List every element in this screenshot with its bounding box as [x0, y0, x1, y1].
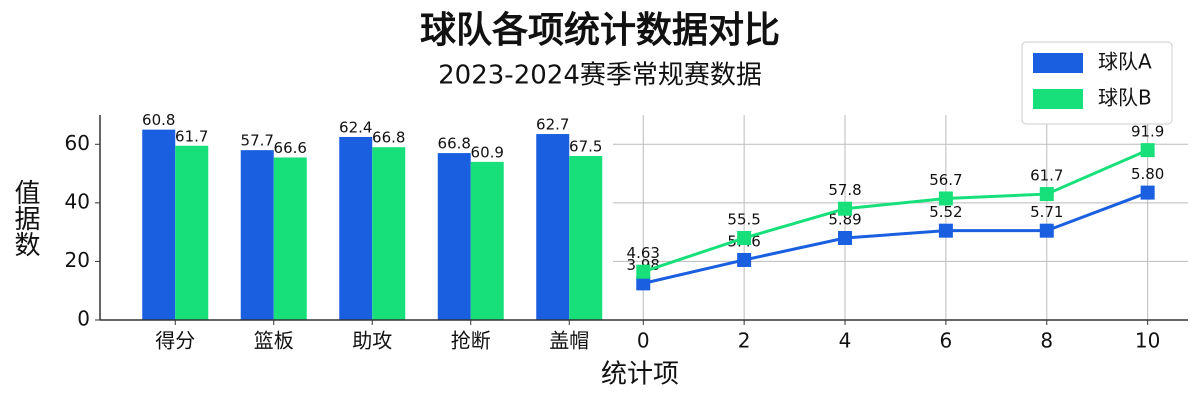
- y-tick-label: 40: [65, 189, 90, 213]
- marker: [938, 223, 953, 238]
- bar: [437, 153, 471, 320]
- marker: [938, 191, 953, 206]
- point-label: 5.89: [828, 211, 861, 229]
- x-tick-label: 8: [1040, 329, 1053, 353]
- bar-label: 67.5: [569, 138, 602, 156]
- bar-label: 60.9: [471, 143, 504, 161]
- x-tick-label: 4: [839, 329, 852, 353]
- marker: [1039, 223, 1054, 238]
- marker: [737, 231, 752, 245]
- x-tick-label: 助攻: [352, 329, 392, 353]
- point-label: 91.9: [1131, 123, 1164, 141]
- point-label: 5.80: [1131, 165, 1164, 183]
- y-tick-label: 60: [65, 131, 90, 155]
- point-label: 4.63: [627, 244, 660, 262]
- bar-label: 57.7: [241, 132, 274, 150]
- legend-swatch: [1033, 89, 1083, 109]
- marker: [636, 264, 651, 279]
- x-tick-label: 10: [1135, 329, 1160, 353]
- bar: [142, 129, 176, 320]
- x-tick-label: 得分: [155, 329, 195, 353]
- chart-subtitle: 2023-2024赛季常规赛数据: [438, 61, 762, 91]
- point-label: 56.7: [929, 171, 962, 189]
- bar: [372, 147, 406, 320]
- x-tick-label: 0: [637, 329, 650, 353]
- x-axis-label: 统计项: [601, 360, 679, 390]
- bar: [339, 136, 373, 320]
- bar: [536, 134, 570, 320]
- line: [642, 191, 1149, 285]
- marker: [1039, 187, 1054, 202]
- y-axis-label: 值据数: [10, 179, 40, 257]
- marker: [636, 276, 651, 291]
- x-tick-label: 盖帽: [549, 329, 589, 353]
- x-tick-label: 抢断: [451, 329, 491, 353]
- legend-label: 球队A: [1098, 50, 1152, 74]
- bar: [175, 145, 209, 320]
- x-tick-label: 2: [738, 329, 751, 353]
- bar: [240, 150, 274, 320]
- legend-swatch: [1033, 53, 1083, 73]
- point-label: 55.5: [727, 211, 760, 229]
- x-tick-label: 6: [940, 329, 953, 353]
- point-label: 61.7: [1030, 167, 1063, 185]
- point-label: 5.71: [1030, 203, 1063, 221]
- bar-label: 66.8: [372, 129, 405, 147]
- marker: [838, 231, 853, 245]
- bar: [470, 161, 504, 320]
- bar-label: 62.7: [536, 116, 569, 134]
- bar-label: 66.8: [438, 135, 471, 153]
- y-tick-label: 20: [65, 248, 90, 272]
- bar: [569, 156, 603, 320]
- bar: [273, 157, 307, 320]
- marker: [1140, 185, 1155, 200]
- x-tick-label: 篮板: [254, 329, 294, 353]
- point-label: 57.8: [828, 181, 861, 199]
- point-label: 5.52: [929, 203, 962, 221]
- bar-label: 66.6: [274, 139, 307, 157]
- marker: [838, 201, 853, 216]
- bar-label: 60.8: [142, 111, 175, 129]
- line: [642, 148, 1149, 274]
- bar-label: 61.7: [175, 127, 208, 145]
- bar-label: 62.4: [339, 118, 372, 136]
- y-tick-label: 0: [77, 307, 90, 331]
- legend-label: 球队B: [1098, 86, 1152, 110]
- chart-title: 球队各项统计数据对比: [420, 10, 780, 51]
- marker: [737, 252, 752, 267]
- marker: [1140, 143, 1155, 158]
